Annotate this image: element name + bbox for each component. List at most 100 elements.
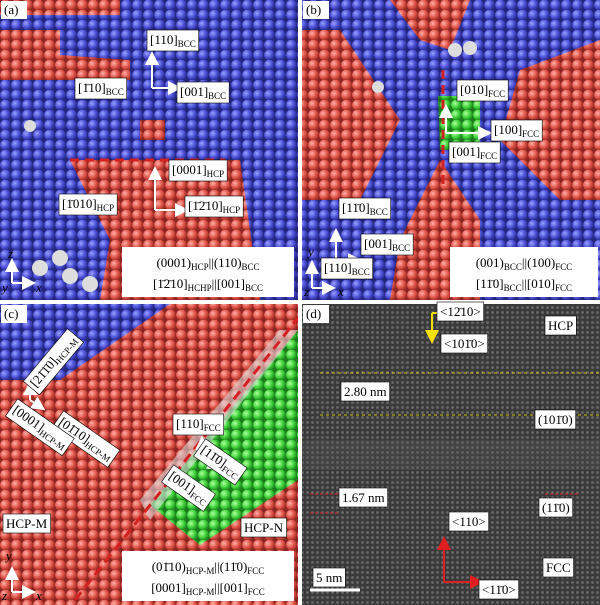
direction-label-text: [110]BCC	[324, 260, 370, 277]
label-text: ||[010]	[522, 276, 555, 291]
panel-label-box	[1, 1, 27, 19]
subscript: HCP-M	[186, 566, 215, 576]
axis-letter: z	[7, 246, 13, 261]
subscript: BCC	[106, 87, 124, 97]
label-box	[478, 579, 519, 600]
label-text: ||(100)	[522, 255, 555, 270]
label-box	[312, 567, 346, 588]
label-text: [110]	[176, 416, 204, 431]
direction-label-text: 1.67 nm	[342, 490, 385, 505]
direction-label-text: [001]FCC	[452, 144, 497, 161]
subscript: FCC	[522, 129, 539, 139]
direction-label-text: [1̄10]BCC	[78, 80, 124, 97]
label-box	[542, 557, 574, 578]
panel-label: (b)	[303, 1, 329, 19]
label-box	[320, 257, 374, 280]
label-box	[544, 315, 577, 336]
label-text: [0001]	[151, 580, 186, 595]
direction-label: <110>	[448, 511, 489, 532]
subscript: BCC	[370, 207, 388, 217]
label-text: (101̄0)	[538, 412, 573, 427]
direction-label: [110]FCC	[172, 413, 225, 436]
label-text: (001)	[476, 255, 504, 270]
direction-label: [1̄010]HCP	[58, 193, 118, 216]
panel-label-box	[303, 305, 329, 323]
label-text: 1.67 nm	[342, 490, 385, 505]
label-text: 2.80 nm	[344, 384, 387, 399]
label-text: HCP-M	[6, 516, 48, 531]
label-text: HCP-N	[244, 520, 284, 535]
panel-label-text: (a)	[4, 2, 18, 17]
label-box	[448, 141, 501, 164]
panel-label: (a)	[1, 1, 27, 19]
label-box	[172, 413, 225, 436]
label-box	[5, 398, 75, 457]
label-box	[74, 77, 128, 100]
direction-label-text: 2.80 nm	[344, 384, 387, 399]
label-text: (11̄0)	[542, 500, 570, 515]
direction-label-text: <101̄0>	[444, 336, 485, 351]
axis-letter: y	[306, 244, 314, 259]
panel-label-text: (d)	[306, 306, 321, 321]
direction-label-text: [100]FCC	[494, 122, 539, 139]
label-text: (0001)	[156, 255, 191, 270]
label-box	[161, 464, 216, 512]
direction-label: [001]FCC	[448, 141, 501, 164]
axis-letter: z	[1, 588, 7, 603]
label-box	[534, 409, 576, 430]
subscript: BCC	[352, 267, 370, 277]
relation-box	[450, 247, 598, 297]
orientation-relation: (001)BCC||(100)FCC	[476, 255, 573, 272]
axis-letter: x	[35, 588, 42, 603]
subscript: BCC	[178, 39, 196, 49]
label-box	[338, 487, 388, 508]
subscript: HCHP	[188, 283, 212, 293]
direction-label-text: [110]FCC	[176, 416, 221, 433]
orientation-relation: [1̄2̄10]HCHP||[001]BCC	[153, 276, 263, 293]
subscript: HCP	[191, 262, 209, 272]
label-box	[168, 159, 228, 182]
label-text: [010]	[460, 82, 488, 97]
direction-label: [1̄2̄10]HCP	[184, 195, 244, 218]
direction-label: [001]BCC	[176, 81, 230, 104]
label-box	[146, 29, 200, 52]
subscript: BCC	[504, 283, 522, 293]
direction-label-text: [0001]HCP	[172, 162, 224, 179]
direction-label: [110]BCC	[320, 257, 374, 280]
label-text: 5 nm	[316, 570, 342, 585]
direction-label: (101̄0)	[534, 409, 576, 430]
direction-label-text: [001]BCC	[180, 84, 226, 101]
label-text: <11̄0>	[482, 582, 516, 597]
label-text: FCC	[546, 560, 571, 575]
label-box	[176, 81, 230, 104]
direction-label: HCP-N	[240, 517, 287, 538]
axis-letter: y	[4, 548, 12, 563]
direction-label-text: <12̄10>	[440, 304, 481, 319]
divider	[0, 300, 600, 304]
direction-label: (11̄0)	[538, 497, 573, 518]
panel-label-text: (c)	[4, 306, 18, 321]
direction-label: <12̄10>	[436, 301, 484, 322]
direction-label-text: [001]BCC	[364, 236, 410, 253]
label-box	[193, 438, 248, 486]
label-text: [001]	[180, 84, 208, 99]
subscript: FCC	[555, 283, 572, 293]
direction-label-text: <11̄0>	[482, 582, 516, 597]
label-text: ||(11̄0)	[214, 559, 247, 574]
subscript: BCC	[208, 91, 226, 101]
label-text: <110>	[452, 514, 486, 529]
direction-label-text: [110]BCC	[150, 32, 196, 49]
label-text: [0001]	[172, 162, 207, 177]
label-box	[440, 333, 488, 354]
direction-label: [001]BCC	[360, 233, 414, 256]
direction-label: [1̄10]BCC	[74, 77, 128, 100]
subscript: FCC	[247, 566, 264, 576]
label-box	[456, 79, 509, 102]
subscript: HCP	[207, 169, 225, 179]
direction-label-text: [11̄0]BCC	[342, 200, 388, 217]
direction-label-text: [010]FCC	[460, 82, 505, 99]
direction-label: HCP	[544, 315, 577, 336]
direction-label-text: [1̄2̄10]HCP	[188, 198, 240, 215]
direction-label-text: HCP-M	[6, 516, 48, 531]
